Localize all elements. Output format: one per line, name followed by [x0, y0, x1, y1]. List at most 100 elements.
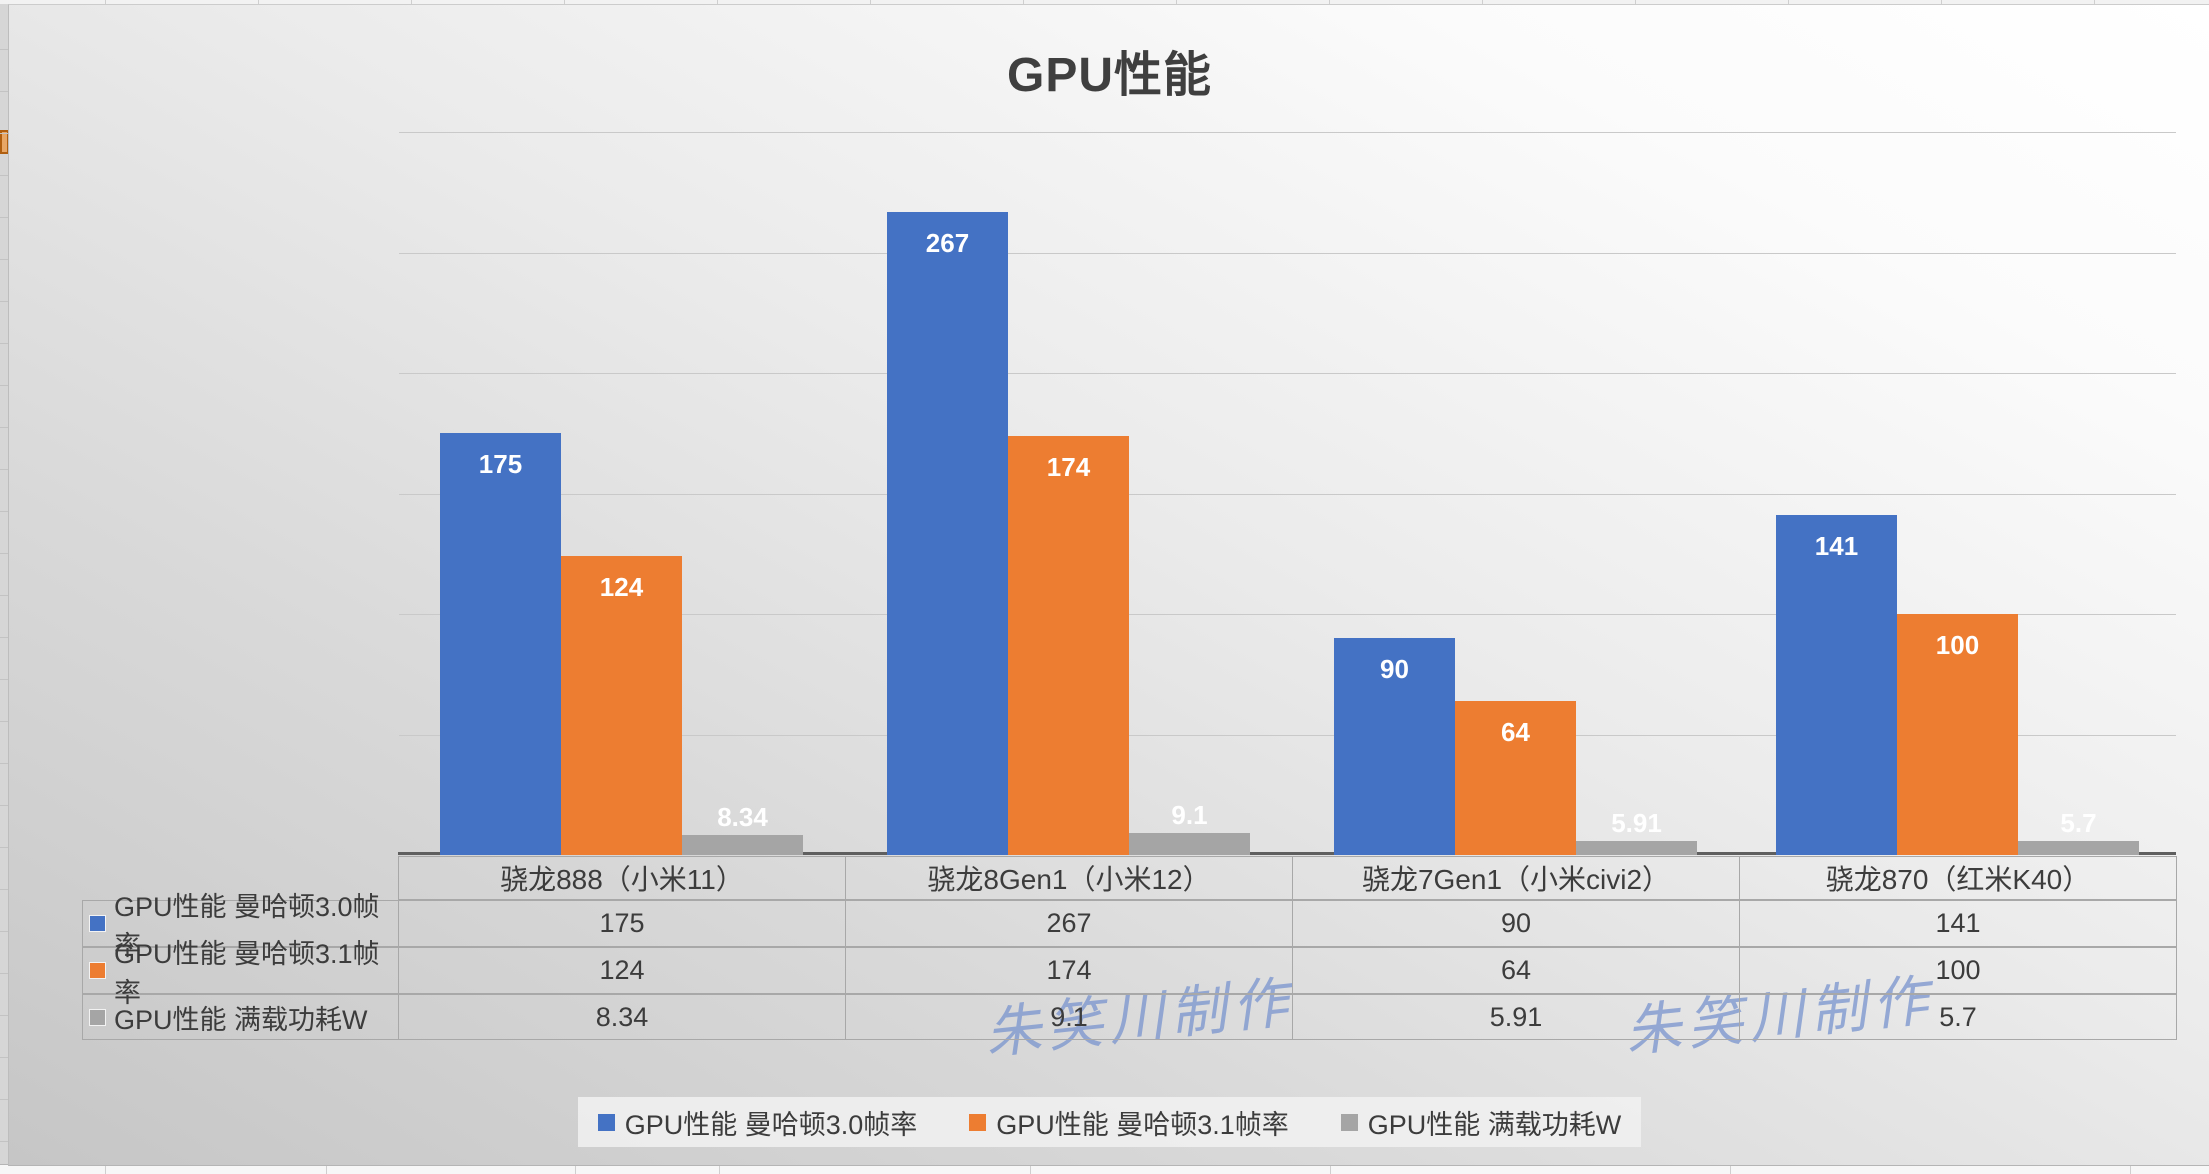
sheet-row-line — [0, 1141, 8, 1142]
bar-value-label: 267 — [925, 228, 970, 258]
sheet-row-line — [0, 427, 8, 428]
bar-manhattan30-2[interactable] — [887, 212, 1008, 855]
bar-value-label: 90 — [1380, 654, 1409, 684]
y-gridline — [399, 373, 2176, 374]
legend-key-icon — [969, 1113, 987, 1131]
table-row-label: GPU性能 曼哈顿3.1帧率 — [82, 939, 399, 1008]
sheet-row-line — [0, 133, 8, 134]
bar-manhattan31-3[interactable] — [1455, 701, 1576, 855]
bar-power-3[interactable] — [1576, 841, 1697, 855]
table-value-cell: 8.34 — [398, 994, 846, 1040]
bar-power-2[interactable] — [1129, 833, 1250, 855]
bar-value-label: 100 — [1935, 630, 1980, 660]
sheet-column-line — [326, 1165, 327, 1174]
sheet-row-line — [0, 49, 8, 50]
sheet-row-line — [0, 763, 8, 764]
spreadsheet-left-strip — [0, 4, 9, 1164]
legend-item[interactable]: GPU性能 曼哈顿3.1帧率 — [969, 1103, 1289, 1142]
table-value-cell: 174 — [845, 947, 1293, 994]
legend-key-icon — [597, 1113, 615, 1131]
legend-key-icon — [1340, 1113, 1358, 1131]
sheet-column-line — [575, 1165, 576, 1174]
sheet-column-line — [1482, 0, 1483, 4]
sheet-row-line — [0, 385, 8, 386]
table-value-cell: 267 — [845, 900, 1293, 947]
table-value-cell: 100 — [1739, 947, 2177, 994]
legend-item[interactable]: GPU性能 曼哈顿3.0帧率 — [597, 1103, 917, 1142]
table-row-label: GPU性能 曼哈顿3.0帧率 — [82, 892, 399, 961]
y-gridline — [399, 253, 2176, 254]
sheet-row-line — [0, 91, 8, 92]
bar-value-label: 175 — [478, 449, 523, 479]
table-value-cell: 124 — [398, 947, 846, 994]
sheet-row-line — [0, 301, 8, 302]
table-value-cell: 9.1 — [845, 994, 1293, 1040]
bar-value-label: 64 — [1501, 717, 1530, 747]
sheet-row-line — [0, 847, 8, 848]
table-category-header: 骁龙7Gen1（小米civi2） — [1292, 856, 1740, 900]
sheet-column-line — [1941, 0, 1942, 4]
sheet-column-line — [870, 0, 871, 4]
sheet-row-line — [0, 637, 8, 638]
sheet-column-line — [1635, 0, 1636, 4]
sheet-column-line — [105, 1165, 106, 1174]
bar-power-4[interactable] — [2018, 841, 2139, 855]
table-value-cell: 90 — [1292, 900, 1740, 947]
table-row-label-text: GPU性能 曼哈顿3.0帧率 — [114, 891, 380, 961]
sheet-column-line — [258, 0, 259, 4]
sheet-row-line — [0, 175, 8, 176]
sheet-row-line — [0, 931, 8, 932]
sheet-column-line — [411, 0, 412, 4]
sheet-row-line — [0, 1057, 8, 1058]
series-key-icon — [90, 1009, 105, 1025]
table-value-cell: 175 — [398, 900, 846, 947]
bar-manhattan31-2[interactable] — [1008, 436, 1129, 855]
sheet-column-line — [2130, 1165, 2131, 1174]
sheet-column-line — [105, 0, 106, 4]
bar-manhattan31-4[interactable] — [1897, 614, 2018, 855]
sheet-column-line — [1023, 0, 1024, 4]
sheet-row-line — [0, 1099, 8, 1100]
category-axis-line — [398, 852, 2176, 855]
sheet-column-line — [564, 0, 565, 4]
legend-item[interactable]: GPU性能 满载功耗W — [1340, 1103, 1622, 1142]
legend-label: GPU性能 满载功耗W — [1367, 1109, 1622, 1140]
sheet-row-line — [0, 595, 8, 596]
legend-label: GPU性能 曼哈顿3.1帧率 — [996, 1109, 1289, 1140]
sheet-column-line — [717, 0, 718, 4]
y-gridline — [399, 132, 2176, 133]
table-value-cell: 141 — [1739, 900, 2177, 947]
bar-value-label: 8.34 — [717, 802, 768, 832]
table-row-label-text: GPU性能 曼哈顿3.1帧率 — [114, 938, 380, 1008]
bar-manhattan30-4[interactable] — [1776, 515, 1897, 855]
table-value-cell: 5.91 — [1292, 994, 1740, 1040]
bar-manhattan30-1[interactable] — [440, 433, 561, 855]
bar-value-label: 124 — [599, 572, 644, 602]
sheet-column-line — [1329, 0, 1330, 4]
bar-manhattan31-1[interactable] — [561, 556, 682, 855]
chart-area[interactable]: GPU性能 GPU性能 曼哈顿3.0帧率 GPU性能 曼哈顿3.1帧率 GPU性能 … — [8, 4, 2209, 1166]
table-category-header: 骁龙870（红米K40） — [1739, 856, 2177, 900]
y-gridline — [399, 614, 2176, 615]
sheet-row-line — [0, 469, 8, 470]
sheet-row-line — [0, 721, 8, 722]
series-key-icon — [90, 916, 105, 931]
chart-legend[interactable]: GPU性能 曼哈顿3.0帧率 GPU性能 曼哈顿3.1帧率 GPU性能 满载功耗W — [578, 1097, 1641, 1147]
sheet-row-line — [0, 217, 8, 218]
sheet-column-line — [2094, 0, 2095, 4]
sheet-row-line — [0, 889, 8, 890]
sheet-column-line — [1730, 1165, 1731, 1174]
sheet-row-line — [0, 553, 8, 554]
sheet-row-line — [0, 343, 8, 344]
chart-title[interactable]: GPU性能 — [1006, 49, 1213, 102]
table-category-header: 骁龙888（小米11） — [398, 856, 846, 900]
table-value-cell: 5.7 — [1739, 994, 2177, 1040]
sheet-row-line — [0, 805, 8, 806]
bar-manhattan30-3[interactable] — [1334, 638, 1455, 855]
table-category-header: 骁龙8Gen1（小米12） — [845, 856, 1293, 900]
sheet-row-line — [0, 1015, 8, 1016]
bar-power-1[interactable] — [682, 835, 803, 855]
bar-value-label: 9.1 — [1171, 800, 1208, 830]
y-gridline — [399, 735, 2176, 736]
bar-value-label: 174 — [1046, 452, 1091, 482]
